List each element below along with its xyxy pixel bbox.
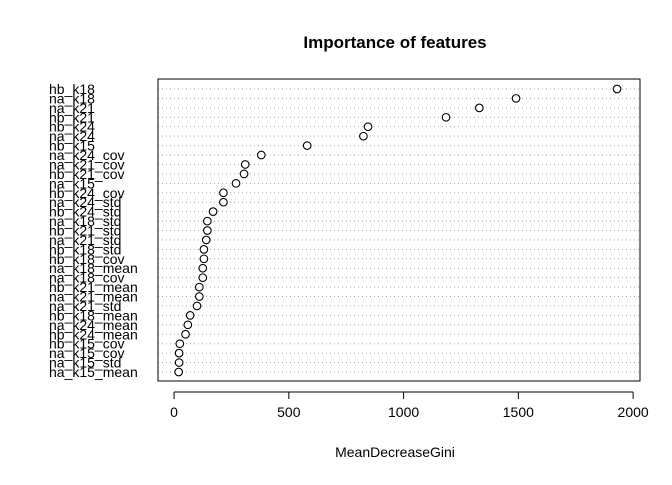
data-point — [174, 358, 184, 367]
data-point — [198, 263, 208, 273]
data-point — [256, 150, 266, 160]
data-point — [359, 131, 368, 141]
chart-title: Importance of features — [303, 33, 486, 52]
data-point — [202, 226, 212, 235]
category-label: na_k24_mean — [49, 317, 138, 333]
data-point — [181, 329, 190, 339]
category-label: na_k18_mean — [49, 260, 138, 276]
data-point — [199, 254, 209, 264]
category-label: na_k15 — [49, 175, 95, 191]
x-tick-label: 0 — [170, 404, 178, 420]
x-tick-label: 2000 — [618, 404, 649, 420]
data-point — [240, 160, 250, 169]
category-label: na_k21_std — [49, 232, 121, 248]
data-point — [199, 245, 209, 254]
category-label: ha_k15_mean — [49, 364, 138, 380]
category-labels: hb_k18na_k18na_k21hb_k21hb_k24na_k24hb_k… — [49, 81, 138, 380]
x-axis: 0 500 1000 1500 2000 — [170, 391, 649, 420]
data-point — [183, 320, 193, 330]
data-point — [192, 301, 202, 311]
x-axis-label: MeanDecreaseGini — [335, 444, 455, 460]
category-label: hb_k15_cov — [49, 336, 125, 352]
data-point — [198, 273, 208, 283]
data-point — [201, 235, 211, 245]
category-label: hb_k21_mean — [49, 279, 138, 295]
category-label: hb_k24_cov — [49, 185, 125, 201]
data-point — [219, 188, 228, 198]
data-point — [441, 112, 451, 122]
category-label: na_k24_cov — [49, 147, 125, 163]
data-point — [194, 292, 204, 301]
category-label: hb_k18_cov — [49, 251, 125, 267]
data-point — [175, 339, 185, 349]
category-label: hb_k15 — [49, 138, 95, 154]
data-point — [239, 169, 249, 179]
category-label: hb_k24_std — [49, 204, 121, 220]
data-point — [202, 216, 212, 226]
category-label: na_k21_mean — [49, 289, 138, 305]
category-label: hb_k21_cov — [49, 166, 125, 182]
plot-border — [157, 78, 641, 382]
category-label: na_k15_std — [49, 355, 121, 371]
category-label: hb_k21 — [49, 109, 95, 125]
data-point — [511, 94, 521, 103]
category-label: hb_k18_std — [49, 241, 121, 257]
data-points — [174, 84, 622, 377]
data-point — [174, 348, 184, 358]
category-label: na_k18 — [49, 90, 95, 106]
category-label: na_k15_cov — [49, 345, 125, 361]
data-point — [185, 311, 195, 320]
category-label: na_k21_std — [49, 298, 121, 314]
data-point — [474, 103, 484, 113]
category-label: hb_k24 — [49, 119, 95, 135]
data-point — [363, 122, 373, 132]
data-point — [302, 141, 312, 150]
x-tick-label: 500 — [277, 404, 301, 420]
x-tick-label: 1000 — [388, 404, 419, 420]
grid-lines — [158, 88, 640, 373]
category-label: hb_k18 — [49, 81, 95, 97]
category-label: na_k18_std — [49, 213, 121, 229]
category-label: na_k24_std — [49, 194, 121, 210]
data-point — [612, 84, 622, 94]
category-label: na_k18_cov — [49, 270, 125, 286]
category-label: hb_k18_mean — [49, 307, 138, 323]
category-label: na_k21 — [49, 100, 95, 116]
category-label: na_k24 — [49, 128, 95, 144]
data-point — [194, 282, 204, 292]
category-label: na_k21_cov — [49, 156, 125, 172]
data-point — [174, 367, 184, 377]
data-point — [208, 207, 218, 216]
data-point — [219, 197, 228, 207]
category-label: hb_k21_std — [49, 223, 121, 239]
data-point — [231, 178, 241, 188]
x-tick-label: 1500 — [503, 404, 534, 420]
category-label: hb_k24_mean — [49, 326, 138, 342]
